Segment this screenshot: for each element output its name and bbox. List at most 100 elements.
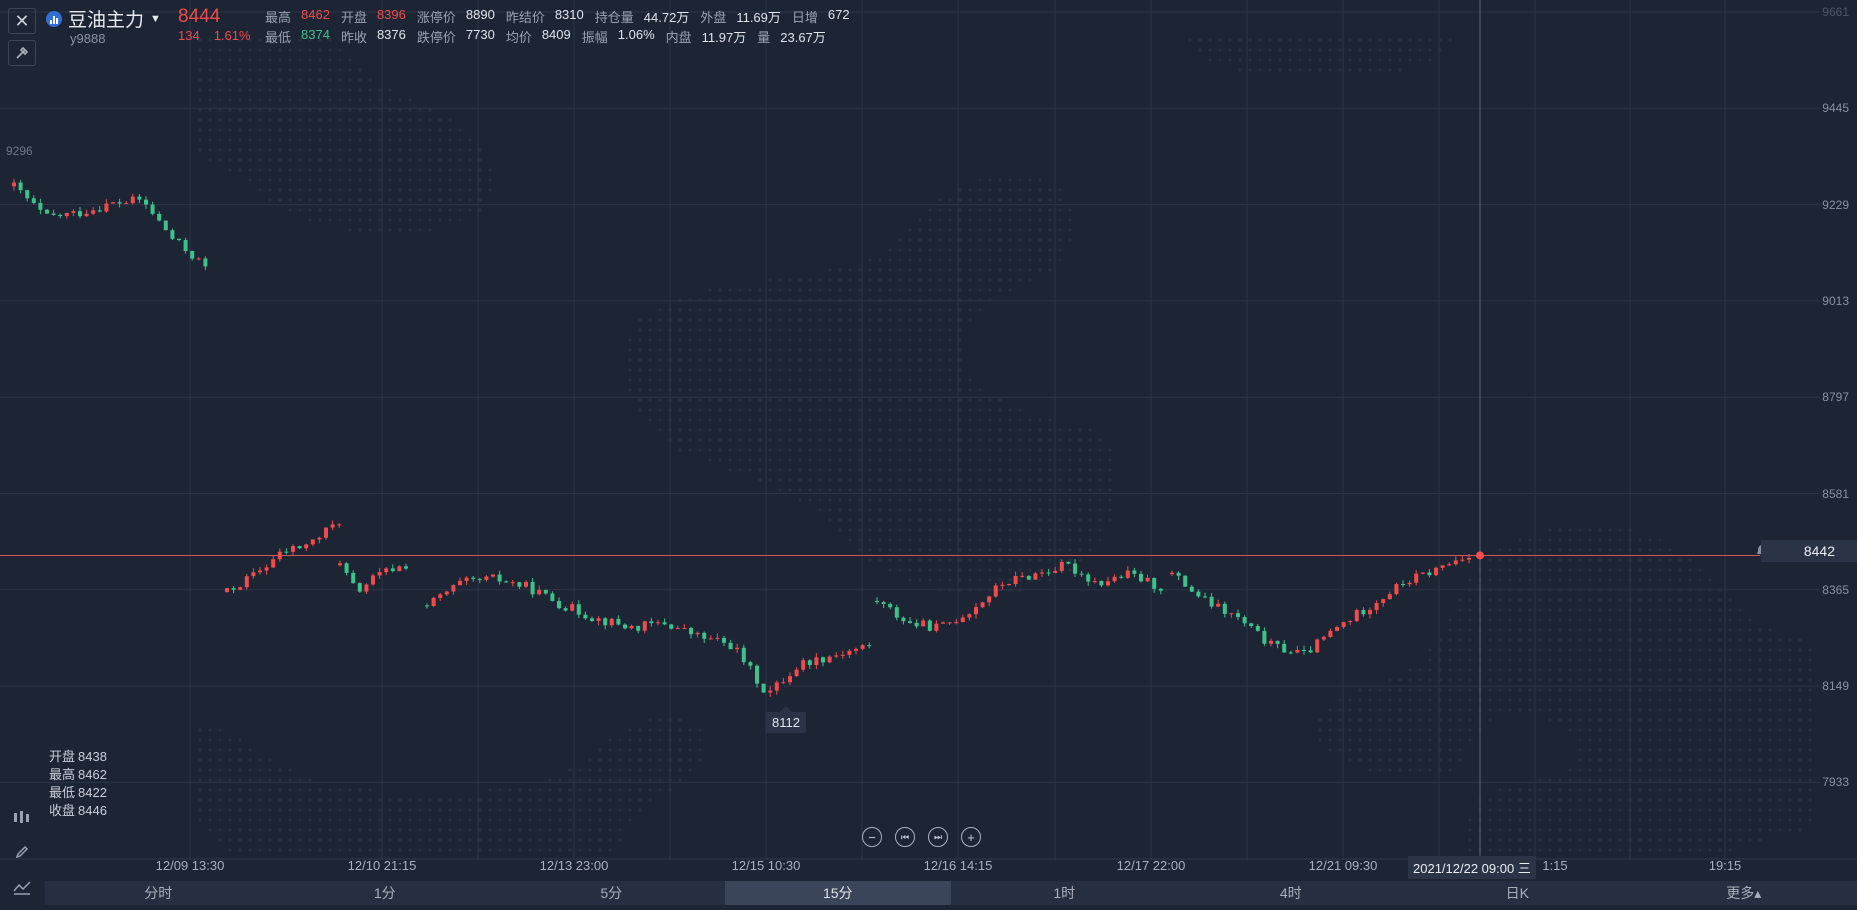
map-dot	[938, 498, 942, 502]
indicator-button[interactable]	[8, 804, 36, 830]
map-dot	[978, 188, 982, 192]
map-dot	[988, 228, 992, 232]
candle-body	[537, 589, 542, 595]
candle-body	[338, 563, 342, 566]
map-dot	[248, 848, 252, 852]
map-dot	[268, 148, 272, 152]
map-dot	[228, 38, 232, 42]
map-dot	[1468, 818, 1472, 822]
map-dot	[298, 798, 302, 802]
map-dot	[1548, 848, 1552, 852]
map-dot	[438, 118, 442, 122]
map-dot	[868, 508, 872, 512]
tab-7[interactable]: 日K	[1505, 885, 1529, 901]
draw-tool-button[interactable]	[8, 40, 36, 66]
zoom-in-button[interactable]: +	[961, 827, 981, 847]
candle-body	[854, 648, 858, 651]
map-dot	[888, 388, 892, 392]
map-dot	[1518, 548, 1522, 552]
map-dot	[798, 468, 802, 472]
map-dot	[1658, 728, 1662, 732]
map-dot	[258, 138, 262, 142]
map-dot	[918, 568, 922, 572]
tab-8[interactable]: 更多▴	[1726, 885, 1762, 901]
close-button[interactable]: ✕	[8, 8, 36, 34]
tab-6[interactable]: 4时	[1279, 885, 1302, 901]
tab-4[interactable]: 15分	[724, 881, 951, 905]
map-dot	[688, 318, 692, 322]
map-dot	[428, 218, 432, 222]
map-dot	[1598, 678, 1602, 682]
map-dot	[718, 418, 722, 422]
map-dot	[1038, 188, 1042, 192]
map-dot	[778, 408, 782, 412]
map-dot	[1028, 548, 1032, 552]
map-dot	[508, 788, 512, 792]
map-dot	[1538, 818, 1542, 822]
map-dot	[1068, 488, 1072, 492]
map-dot	[498, 818, 502, 822]
map-dot	[1578, 758, 1582, 762]
map-dot	[1048, 508, 1052, 512]
map-dot	[838, 478, 842, 482]
map-dot	[1098, 468, 1102, 472]
tab-2[interactable]: 1分	[373, 885, 396, 901]
map-dot	[1028, 248, 1032, 252]
map-dot	[928, 528, 932, 532]
map-dot	[728, 348, 732, 352]
map-dot	[1298, 68, 1302, 72]
candle-body	[914, 622, 919, 627]
map-dot	[1808, 788, 1812, 792]
map-dot	[1508, 808, 1512, 812]
map-dot	[398, 798, 402, 802]
map-dot	[388, 848, 392, 852]
candlestick-chart[interactable]	[0, 0, 1857, 880]
map-dot	[1058, 188, 1062, 192]
map-dot	[1548, 698, 1552, 702]
map-dot	[348, 188, 352, 192]
map-dot	[1598, 818, 1602, 822]
map-dot	[828, 348, 832, 352]
tab-1[interactable]: 分时	[144, 885, 173, 901]
chart-style-button[interactable]	[8, 874, 36, 900]
map-dot	[1418, 58, 1422, 62]
map-dot	[238, 848, 242, 852]
map-dot	[1588, 648, 1592, 652]
map-dot	[1768, 668, 1772, 672]
map-dot	[918, 308, 922, 312]
map-dot	[1588, 808, 1592, 812]
map-dot	[1488, 798, 1492, 802]
skip-back-icon: ⏮	[900, 831, 910, 842]
map-dot	[348, 228, 352, 232]
candle-body	[1288, 652, 1293, 654]
map-dot	[1648, 578, 1652, 582]
map-dot	[1708, 718, 1712, 722]
tab-3[interactable]: 5分	[600, 885, 623, 901]
candle-body	[203, 258, 208, 267]
tab-5[interactable]: 1时	[1053, 885, 1076, 901]
symbol-selector[interactable]: 豆油主力 ▼	[46, 5, 161, 32]
map-dot	[288, 178, 292, 182]
map-dot	[458, 148, 462, 152]
map-dot	[1728, 788, 1732, 792]
map-dot	[1318, 38, 1322, 42]
map-dot	[1778, 648, 1782, 652]
map-dot	[278, 798, 282, 802]
map-dot	[1378, 738, 1382, 742]
candle-body	[1374, 603, 1379, 610]
zoom-out-button[interactable]: −	[862, 827, 882, 847]
map-dot	[778, 398, 782, 402]
map-dot	[928, 318, 932, 322]
map-dot	[1388, 738, 1392, 742]
map-dot	[1668, 728, 1672, 732]
map-dot	[828, 448, 832, 452]
draw-button[interactable]	[8, 839, 36, 865]
map-dot	[858, 498, 862, 502]
map-dot	[1688, 698, 1692, 702]
map-dot	[1648, 778, 1652, 782]
map-dot	[518, 798, 522, 802]
map-dot	[608, 758, 612, 762]
scroll-end-button[interactable]: ⏭	[928, 827, 948, 847]
scroll-start-button[interactable]: ⏮	[895, 827, 915, 847]
